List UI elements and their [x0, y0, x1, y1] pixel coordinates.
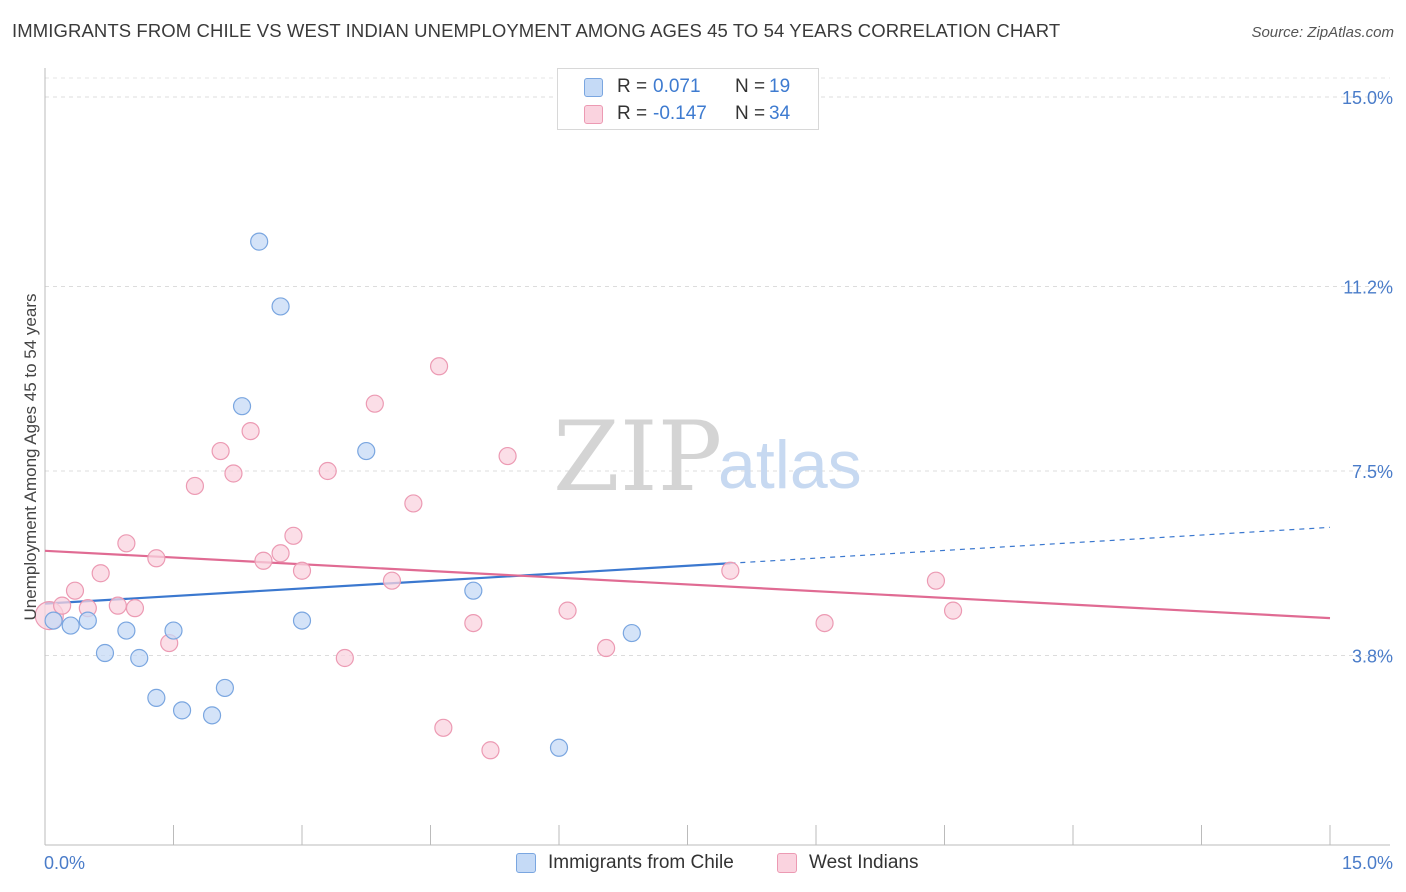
data-points: [34, 232, 963, 760]
bottom-legend-item-west-indians: West Indians: [777, 852, 918, 874]
bottom-legend-swatch-chile: [516, 853, 536, 873]
legend-r-value: 0.071: [653, 76, 701, 97]
source-note: Source: ZipAtlas.com: [1251, 24, 1394, 41]
bottom-legend-swatch-west-indians: [777, 853, 797, 873]
point-west-indian: [558, 601, 577, 620]
x-tick-label: 15.0%: [1342, 853, 1393, 873]
bottom-legend: Immigrants from Chile West Indians: [0, 852, 1406, 878]
y-tick-label: 15.0%: [1342, 88, 1393, 108]
point-west-indian: [318, 461, 337, 481]
point-chile: [549, 738, 569, 757]
point-west-indian: [815, 613, 834, 633]
point-chile: [215, 678, 234, 698]
point-west-indian: [185, 476, 205, 496]
trend-line-extension-chile: [730, 526, 1331, 564]
point-chile: [292, 611, 312, 630]
point-west-indian: [147, 549, 166, 568]
axes: [44, 68, 1390, 846]
point-chile: [202, 706, 222, 725]
point-west-indian: [53, 596, 72, 615]
point-west-indian: [404, 494, 423, 513]
point-west-indian: [464, 613, 483, 633]
legend: R = 0.071 N = 19 R = -0.147 N = 34: [557, 68, 819, 130]
trend-lines: [44, 526, 1331, 620]
point-west-indian: [292, 561, 312, 580]
point-chile: [172, 701, 192, 720]
point-chile: [164, 621, 183, 640]
chart-title: IMMIGRANTS FROM CHILE VS WEST INDIAN UNE…: [12, 20, 1061, 41]
point-west-indian: [382, 571, 402, 590]
legend-n-value: 19: [769, 76, 791, 97]
point-west-indian: [284, 526, 303, 545]
point-west-indian: [271, 544, 290, 563]
point-west-indian: [117, 534, 136, 553]
point-chile: [271, 297, 290, 316]
legend-n-label: N =: [735, 76, 766, 97]
point-west-indian: [108, 596, 127, 615]
x-tick-label: 0.0%: [44, 853, 85, 873]
tick-labels: 3.8% 7.5% 11.2% 15.0% 0.0% 15.0%: [44, 88, 1393, 873]
y-axis-label: Unemployment Among Ages 45 to 54 years: [21, 294, 40, 621]
trend-line-west-indians: [44, 549, 1331, 620]
legend-r-value: -0.147: [653, 103, 707, 124]
legend-n-value: 34: [769, 103, 791, 124]
point-west-indian: [365, 394, 384, 413]
point-west-indian: [241, 422, 260, 441]
point-west-indian: [224, 464, 243, 483]
watermark-atlas: atlas: [718, 427, 862, 503]
point-west-indian: [597, 638, 616, 658]
bottom-legend-label-chile: Immigrants from Chile: [548, 852, 734, 873]
bottom-legend-item-chile: Immigrants from Chile: [516, 852, 734, 874]
y-tick-label: 11.2%: [1343, 277, 1393, 297]
point-chile: [147, 688, 166, 707]
point-west-indian: [91, 564, 110, 583]
point-chile: [250, 232, 269, 251]
watermark-zip: ZIP: [553, 401, 722, 513]
point-chile: [44, 611, 63, 630]
point-west-indian: [65, 581, 85, 600]
point-chile: [464, 581, 483, 600]
legend-swatch-chile: [584, 77, 603, 97]
point-chile: [622, 623, 641, 643]
point-chile: [130, 648, 149, 668]
point-west-indian: [429, 357, 449, 376]
point-west-indian: [926, 571, 946, 590]
point-chile: [95, 643, 115, 663]
watermark: ZIP atlas: [553, 401, 862, 513]
point-chile: [357, 441, 376, 461]
y-tick-label: 7.5%: [1352, 462, 1393, 482]
point-west-indian: [254, 551, 273, 570]
legend-r-label: R =: [617, 76, 648, 97]
point-chile: [61, 616, 80, 635]
point-west-indian: [943, 601, 963, 620]
point-chile: [117, 621, 136, 640]
point-west-indian: [481, 741, 500, 760]
point-west-indian: [335, 648, 354, 668]
point-chile: [232, 397, 252, 416]
point-west-indian: [434, 718, 453, 737]
point-chile: [78, 611, 97, 630]
legend-swatch-west-indians: [584, 104, 603, 124]
legend-n-label: N =: [735, 103, 766, 124]
y-tick-label: 3.8%: [1352, 647, 1393, 667]
legend-r-label: R =: [617, 103, 648, 124]
point-west-indian: [721, 561, 740, 580]
point-west-indian: [498, 446, 517, 466]
bottom-legend-label-west-indians: West Indians: [809, 852, 919, 873]
grid-lines: [45, 77, 1390, 657]
point-west-indian: [125, 599, 145, 618]
point-west-indian: [211, 441, 230, 461]
legend-row-west-indians: R = -0.147 N = 34: [584, 102, 790, 126]
legend-row-chile: R = 0.071 N = 19: [584, 75, 790, 99]
